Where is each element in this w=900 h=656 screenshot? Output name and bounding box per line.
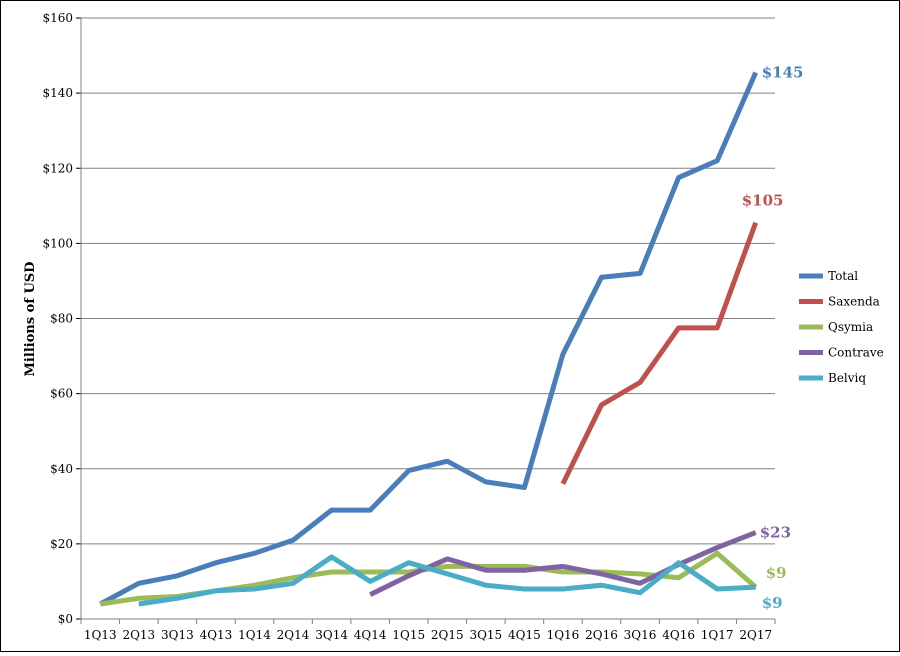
legend-label-belviq: Belviq xyxy=(828,371,866,385)
end-label-contrave: $23 xyxy=(760,524,791,542)
y-axis-label: Millions of USD xyxy=(23,262,38,377)
series-line-contrave xyxy=(369,530,757,597)
legend-label-qsymia: Qsymia xyxy=(828,320,873,334)
x-tick-label: 3Q15 xyxy=(469,628,502,642)
x-tick-label: 4Q14 xyxy=(354,628,387,642)
y-tick-labels: $0 $20 $40 $60 $80 $100 $120 $140 $160 xyxy=(42,11,73,626)
legend-label-total: Total xyxy=(828,269,858,283)
x-tick-label: 2Q14 xyxy=(277,628,310,642)
end-label-qsymia: $9 xyxy=(766,564,787,582)
x-tick-label: 2Q13 xyxy=(122,628,155,642)
x-tick-label: 1Q14 xyxy=(238,628,271,642)
x-tick-label: 2Q15 xyxy=(431,628,464,642)
x-tick-label: 2Q16 xyxy=(585,628,618,642)
series-line-saxenda xyxy=(560,221,759,485)
x-tick-label: 1Q16 xyxy=(547,628,580,642)
x-tick-labels: 1Q13 2Q13 3Q13 4Q13 1Q14 2Q14 3Q14 4Q14 1Q15 2Q15… xyxy=(84,628,772,642)
y-tick-label: $140 xyxy=(42,86,73,100)
y-tick-label: $60 xyxy=(50,387,73,401)
legend: Total Saxenda Qsymia Contrave Belviq xyxy=(799,269,884,385)
end-label-belviq: $9 xyxy=(762,594,783,612)
y-tick-label: $160 xyxy=(42,11,73,25)
series-lines xyxy=(99,71,759,607)
legend-label-contrave: Contrave xyxy=(828,346,884,360)
x-tick-label: 4Q13 xyxy=(200,628,233,642)
x-tick-label: 3Q16 xyxy=(624,628,657,642)
y-tick-label: $120 xyxy=(42,161,73,175)
y-tick-label: $20 xyxy=(50,537,73,551)
legend-label-saxenda: Saxenda xyxy=(828,295,880,309)
y-tick-label: $40 xyxy=(50,462,73,476)
x-tick-label: 3Q13 xyxy=(161,628,194,642)
x-tick-label: 1Q13 xyxy=(84,628,117,642)
x-tick-label: 1Q15 xyxy=(392,628,425,642)
end-label-saxenda: $105 xyxy=(742,192,784,210)
x-tick-label: 1Q17 xyxy=(701,628,734,642)
x-tick-label: 4Q16 xyxy=(662,628,695,642)
series-line-belviq xyxy=(138,554,756,607)
end-labels: $145 $105 $9 $23 $9 xyxy=(742,63,804,612)
series-line-total xyxy=(99,71,758,607)
gridlines xyxy=(81,17,775,620)
x-tick-label: 2Q17 xyxy=(739,628,772,642)
y-tick-label: $0 xyxy=(58,612,73,626)
axes xyxy=(76,17,776,624)
y-tick-label: $80 xyxy=(50,312,73,326)
y-tick-label: $100 xyxy=(42,236,73,250)
x-tick-label: 4Q15 xyxy=(508,628,541,642)
x-tick-label: 3Q14 xyxy=(315,628,348,642)
end-label-total: $145 xyxy=(762,63,804,81)
